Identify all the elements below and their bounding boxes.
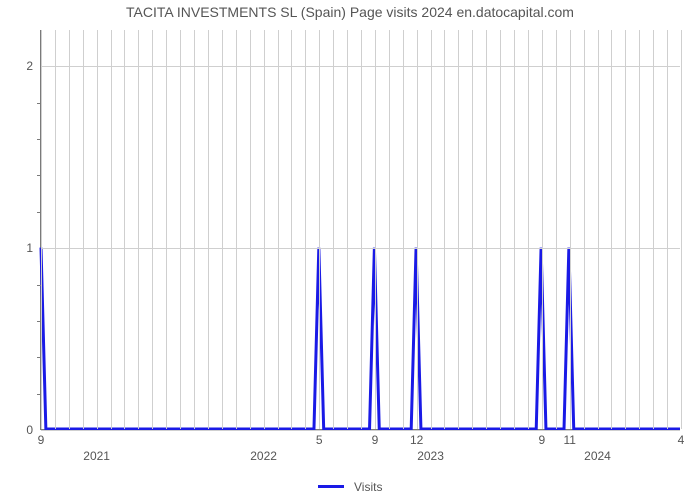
legend-swatch (318, 485, 344, 488)
x-year-label: 2024 (584, 449, 611, 463)
grid-line (667, 30, 668, 429)
grid-line (458, 30, 459, 429)
grid-line (250, 30, 251, 429)
grid-line (417, 30, 418, 429)
grid-line (41, 30, 42, 429)
x-tick-label: 5 (316, 433, 323, 447)
grid-line (375, 30, 376, 429)
grid-line (222, 30, 223, 429)
legend: Visits (0, 478, 700, 496)
x-year-label: 2022 (250, 449, 277, 463)
grid-line (305, 30, 306, 429)
grid-line (83, 30, 84, 429)
grid-line (500, 30, 501, 429)
legend-label: Visits (354, 480, 382, 494)
grid-line (611, 30, 612, 429)
grid-line (111, 30, 112, 429)
y-tick-label: 1 (26, 241, 33, 255)
grid-line (291, 30, 292, 429)
grid-line (639, 30, 640, 429)
x-tick-label: 9 (372, 433, 379, 447)
x-tick-label: 4 (678, 433, 685, 447)
grid-line (194, 30, 195, 429)
grid-line (528, 30, 529, 429)
grid-line (389, 30, 390, 429)
x-year-label: 2023 (417, 449, 444, 463)
grid-line (180, 30, 181, 429)
grid-line (653, 30, 654, 429)
grid-line (319, 30, 320, 429)
grid-line (264, 30, 265, 429)
grid-line (431, 30, 432, 429)
grid-line (97, 30, 98, 429)
x-year-label: 2021 (83, 449, 110, 463)
grid-line (55, 30, 56, 429)
y-tick-label: 2 (26, 59, 33, 73)
x-tick-label: 12 (410, 433, 423, 447)
grid-line (236, 30, 237, 429)
grid-line (570, 30, 571, 429)
grid-line (124, 30, 125, 429)
grid-line (486, 30, 487, 429)
grid-line (444, 30, 445, 429)
grid-line (69, 30, 70, 429)
grid-line (681, 30, 682, 429)
grid-line (625, 30, 626, 429)
grid-line (138, 30, 139, 429)
grid-line (472, 30, 473, 429)
grid-line (598, 30, 599, 429)
grid-line (152, 30, 153, 429)
chart-plot-area: 0129591291142021202220232024 (40, 30, 680, 430)
grid-line (556, 30, 557, 429)
x-tick-label: 11 (563, 433, 575, 447)
grid-line (514, 30, 515, 429)
grid-line (278, 30, 279, 429)
grid-line (333, 30, 334, 429)
grid-line (542, 30, 543, 429)
grid-line (347, 30, 348, 429)
grid-line (584, 30, 585, 429)
x-tick-label: 9 (38, 433, 45, 447)
x-tick-label: 9 (539, 433, 546, 447)
grid-line (361, 30, 362, 429)
grid-line (41, 430, 680, 431)
grid-line (166, 30, 167, 429)
grid-line (403, 30, 404, 429)
grid-line (208, 30, 209, 429)
chart-title: TACITA INVESTMENTS SL (Spain) Page visit… (0, 4, 700, 20)
y-tick-label: 0 (26, 423, 33, 437)
